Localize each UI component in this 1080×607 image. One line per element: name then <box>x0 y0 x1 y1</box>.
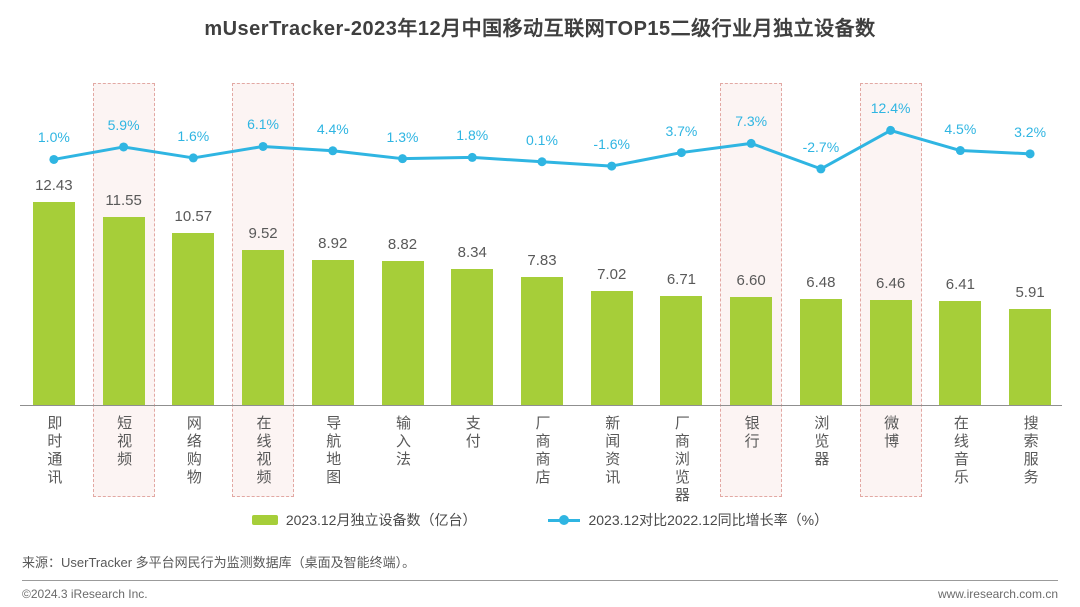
category-label: 即时通讯 <box>45 415 63 487</box>
trend-point <box>49 154 59 164</box>
bar <box>32 202 75 405</box>
bar-value-label: 6.41 <box>945 275 975 293</box>
bar-value-label: 6.60 <box>736 272 766 290</box>
bar-value-label: 11.55 <box>105 191 142 209</box>
bar-value-label: 7.83 <box>527 252 557 270</box>
growth-label: 7.3% <box>735 113 768 130</box>
bar <box>590 290 633 405</box>
bar <box>730 297 773 405</box>
bar <box>660 295 703 405</box>
category-label: 微博 <box>882 415 900 451</box>
legend-line-label: 2023.12对比2022.12同比增长率（%） <box>588 512 829 528</box>
bar-value-label: 10.57 <box>174 207 213 225</box>
growth-label: 12.4% <box>870 100 911 117</box>
category-label: 输入法 <box>394 415 411 469</box>
x-axis-line <box>20 405 1062 406</box>
trend-point <box>258 141 268 151</box>
source-note: 来源：UserTracker 多平台网民行为监测数据库（桌面及智能终端）。 <box>22 555 416 570</box>
growth-label: 1.8% <box>456 127 489 144</box>
category-label: 厂商商店 <box>533 415 551 487</box>
legend: 2023.12月独立设备数（亿台） 2023.12对比2022.12同比增长率（… <box>0 510 1080 530</box>
legend-bar-swatch-icon <box>251 515 278 525</box>
bar <box>172 232 215 405</box>
bar-value-label: 8.82 <box>387 236 418 254</box>
trend-point <box>607 161 617 171</box>
bar <box>799 299 842 405</box>
trend-point <box>328 146 338 156</box>
bar <box>939 300 982 405</box>
category-label: 支付 <box>463 415 481 451</box>
bar-value-label: 8.92 <box>318 234 348 252</box>
website-url: www.iresearch.com.cn <box>937 587 1058 601</box>
bar <box>520 277 563 405</box>
growth-label: 3.7% <box>665 122 698 139</box>
bar-value-label: 6.46 <box>876 274 906 292</box>
trend-point <box>746 138 756 148</box>
trend-point <box>467 152 477 162</box>
growth-label: 1.6% <box>177 127 210 144</box>
category-label: 网络购物 <box>184 415 202 487</box>
bar <box>242 249 285 405</box>
bar-value-label: 9.52 <box>248 224 278 242</box>
trend-point <box>398 154 408 164</box>
trend-point <box>676 148 686 158</box>
bar <box>1009 308 1052 405</box>
category-label: 银行 <box>742 415 760 451</box>
bar-value-label: 5.91 <box>1015 283 1045 301</box>
category-label: 在线视频 <box>254 415 272 487</box>
growth-label: 4.4% <box>316 120 349 137</box>
highlight-box <box>859 83 922 497</box>
bar <box>102 216 145 405</box>
trend-point <box>537 157 547 167</box>
category-label: 厂商浏览器 <box>672 415 690 505</box>
growth-label: -2.7% <box>802 138 840 155</box>
bar-value-label: 6.48 <box>806 274 836 292</box>
bar-value-label: 6.71 <box>666 270 697 288</box>
trend-point <box>886 125 896 135</box>
bar <box>869 299 912 405</box>
growth-label: 4.5% <box>944 120 977 137</box>
growth-label: 6.1% <box>247 116 279 133</box>
bar-value-label: 12.43 <box>35 177 73 195</box>
growth-label: 3.2% <box>1014 123 1047 140</box>
legend-bar-label: 2023.12月独立设备数（亿台） <box>285 512 477 528</box>
trend-point <box>1025 149 1035 159</box>
category-label: 短视频 <box>115 415 133 469</box>
growth-label: 1.0% <box>37 129 70 146</box>
category-label: 在线音乐 <box>951 415 969 487</box>
bar-value-label: 7.02 <box>597 265 627 283</box>
legend-item-devices: 2023.12月独立设备数（亿台） <box>251 510 477 530</box>
legend-line-swatch-icon <box>548 515 581 525</box>
growth-label: 5.9% <box>107 116 140 133</box>
trend-point <box>119 142 129 152</box>
trend-point <box>188 153 198 163</box>
trend-point <box>955 146 965 156</box>
copyright-text: ©2024.3 iResearch Inc. <box>22 587 148 601</box>
bar <box>381 261 424 405</box>
bar-value-label: 8.34 <box>457 244 487 262</box>
category-label: 导航地图 <box>324 415 342 487</box>
growth-label: 1.3% <box>386 128 419 145</box>
bar <box>451 269 494 405</box>
growth-label: 0.1% <box>526 131 558 148</box>
category-label: 新闻资讯 <box>603 415 621 487</box>
chart-title: mUserTracker-2023年12月中国移动互联网TOP15二级行业月独立… <box>204 18 876 40</box>
legend-item-growth: 2023.12对比2022.12同比增长率（%） <box>548 510 828 530</box>
bar <box>311 259 354 405</box>
growth-label: -1.6% <box>593 136 630 153</box>
category-label: 浏览器 <box>812 415 830 469</box>
category-label: 搜索服务 <box>1021 415 1039 487</box>
trend-point <box>816 164 826 174</box>
footer-divider <box>22 580 1058 581</box>
